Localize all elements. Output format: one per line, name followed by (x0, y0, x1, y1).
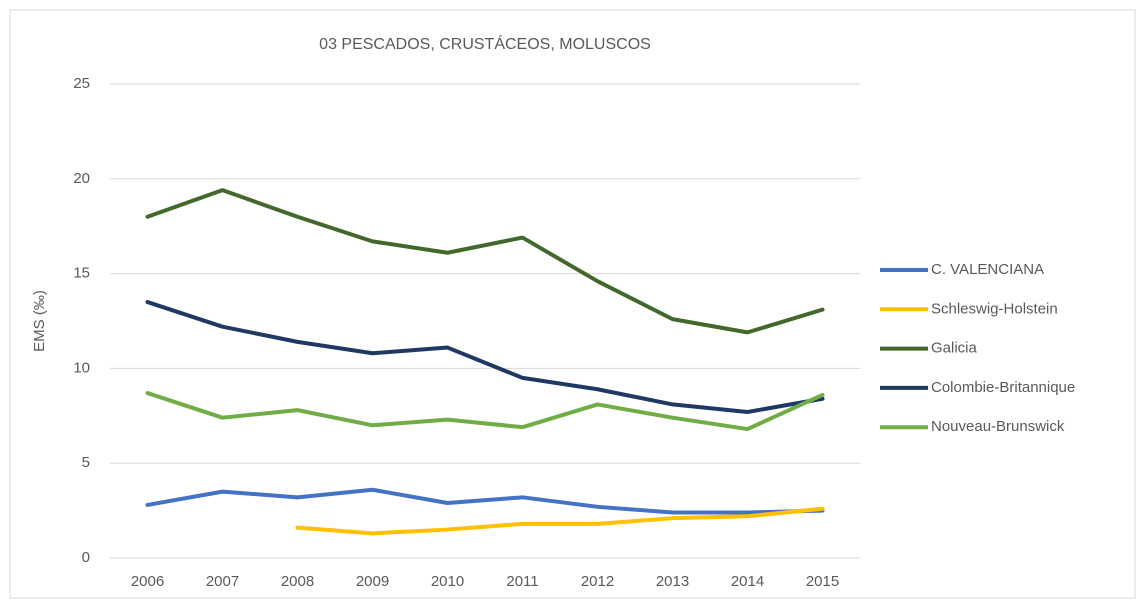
legend-label: Schleswig-Holstein (931, 300, 1058, 317)
y-tick-label: 5 (82, 454, 90, 471)
x-tick-label: 2007 (206, 573, 239, 590)
y-tick-label: 25 (73, 75, 90, 92)
x-tick-label: 2008 (281, 573, 314, 590)
y-tick-label: 10 (73, 359, 90, 376)
series-line (145, 487, 825, 515)
y-tick-label: 15 (73, 265, 90, 282)
series-line (145, 391, 825, 432)
x-tick-label: 2012 (581, 573, 614, 590)
series-line (145, 300, 825, 415)
y-tick-label: 20 (73, 170, 90, 187)
y-tick-label: 0 (82, 549, 90, 566)
legend-label: Nouveau-Brunswick (931, 418, 1065, 435)
legend-label: Galicia (931, 340, 978, 357)
series-line (295, 506, 825, 536)
x-tick-label: 2015 (806, 573, 839, 590)
x-tick-label: 2010 (431, 573, 464, 590)
x-tick-label: 2013 (656, 573, 689, 590)
chart-title: 03 PESCADOS, CRUSTÁCEOS, MOLUSCOS (319, 34, 651, 53)
chart-border (9, 9, 1136, 599)
x-tick-label: 2011 (506, 573, 538, 590)
legend-label: C. VALENCIANA (931, 261, 1044, 278)
x-tick-label: 2009 (356, 573, 389, 590)
y-axis-title: EMS (‰) (31, 290, 48, 352)
series-line (145, 188, 825, 335)
x-tick-label: 2014 (731, 573, 764, 590)
legend-label: Colombie-Britannique (931, 379, 1075, 396)
x-tick-label: 2006 (131, 573, 164, 590)
